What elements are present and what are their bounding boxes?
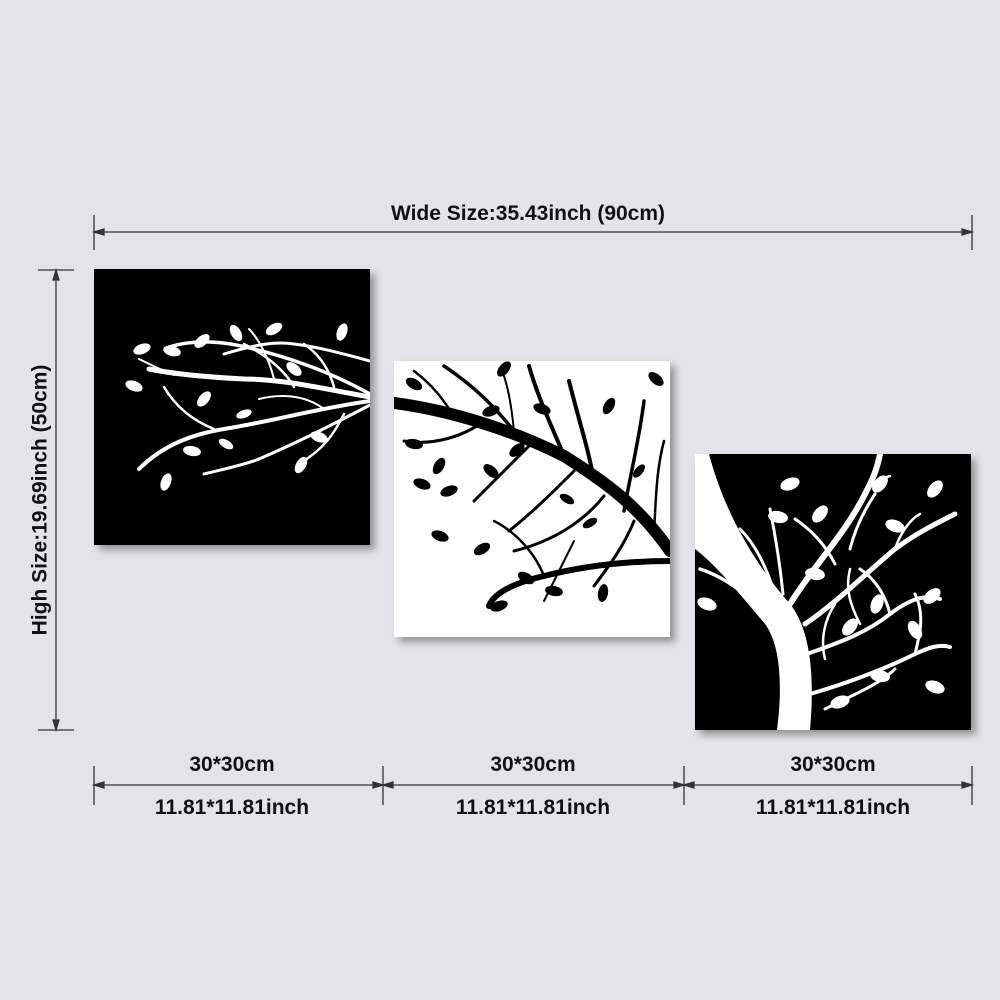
wide-size-label: Wide Size:35.43inch (90cm) (390, 202, 666, 225)
panel-1-cm-label: 30*30cm (189, 753, 275, 776)
canvas-panel-1 (94, 269, 370, 545)
panel-3-cm-label: 30*30cm (790, 753, 876, 776)
canvas-panel-2 (394, 361, 670, 637)
panel-2-cm-label: 30*30cm (490, 753, 576, 776)
panel-3-inch-label: 11.81*11.81inch (755, 796, 911, 819)
panel-2-inch-label: 11.81*11.81inch (455, 796, 611, 819)
branch-artwork-1 (125, 322, 370, 491)
high-size-label: High Size:19.69inch (50cm) (28, 364, 52, 636)
canvas-panel-3 (695, 454, 971, 730)
tree-artwork-3 (695, 454, 958, 730)
branch-artwork-2 (394, 361, 670, 612)
panel-1-inch-label: 11.81*11.81inch (154, 796, 310, 819)
